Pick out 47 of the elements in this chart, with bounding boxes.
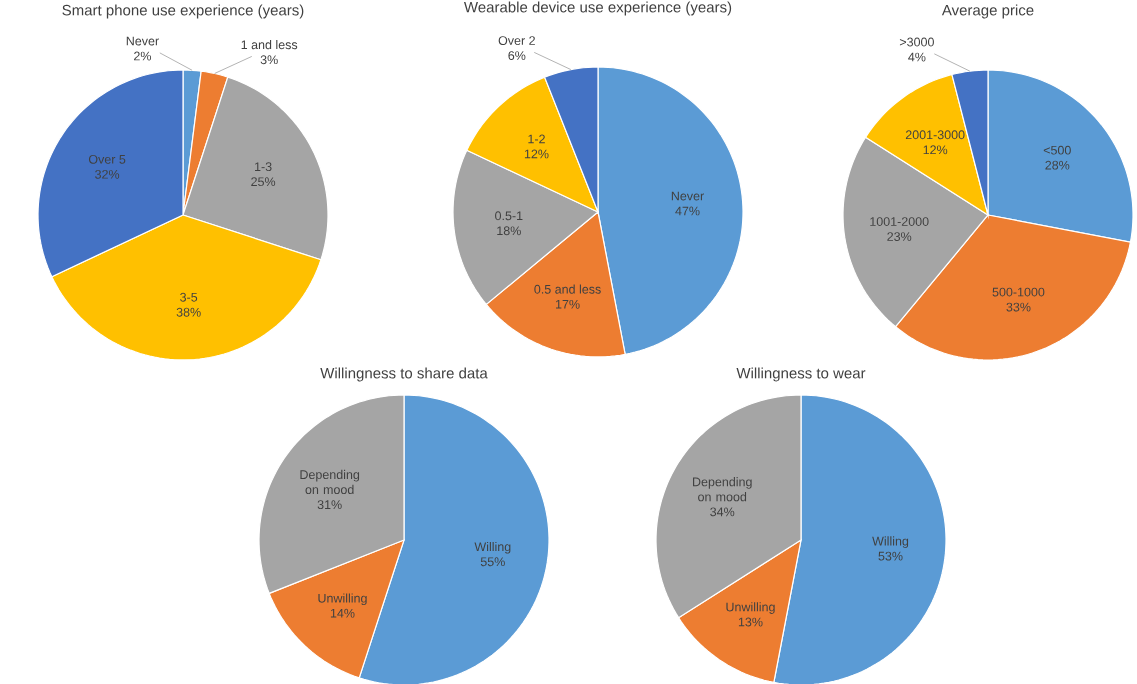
data-label: 23% <box>887 232 912 241</box>
slice-label: Over 2 <box>498 36 535 45</box>
slice-label: >3000 <box>899 37 934 47</box>
data-label: 28% <box>1045 160 1070 170</box>
slice-label: Depending on mood <box>693 477 752 502</box>
slice-label: Never <box>126 36 159 46</box>
data-label: 38% <box>176 307 201 317</box>
slice-label: Depending on mood <box>300 469 360 495</box>
data-label: 6% <box>508 51 526 60</box>
data-label: 47% <box>675 206 700 216</box>
chart-title: Wearable device use experience (years) <box>463 1 732 16</box>
data-label: 53% <box>878 551 903 561</box>
data-label: 32% <box>95 169 120 179</box>
slice-label: 500-1000 <box>992 287 1045 297</box>
data-label: 31% <box>317 500 342 510</box>
slice-label: Unwilling <box>318 593 367 606</box>
chart-title: Smart phone use experience (years) <box>62 4 304 19</box>
slice-label: 1-3 <box>255 162 272 172</box>
slice-label: Never <box>671 191 704 201</box>
slice-label: 3-5 <box>180 292 198 302</box>
slice-label: 0.5-1 <box>495 211 523 221</box>
data-label: 18% <box>497 226 521 236</box>
data-label: 14% <box>330 608 355 618</box>
slice-label: Over 5 <box>88 154 126 164</box>
chart-title: Willingness to share data <box>320 367 488 382</box>
slice-label: Willing <box>872 536 909 548</box>
chart-title: Average price <box>941 4 1034 19</box>
slice-label: 2001-3000 <box>905 130 965 140</box>
data-label: 12% <box>524 149 549 159</box>
slice-label: 1-2 <box>528 134 545 144</box>
slice-label: 1001-2000 <box>870 217 929 226</box>
data-label: 4% <box>908 52 926 62</box>
slice-label: Unwilling <box>726 602 775 614</box>
data-label: 34% <box>710 507 735 517</box>
slice-label: 1 and less <box>241 39 298 50</box>
data-label: 12% <box>923 145 948 155</box>
data-label: 3% <box>260 55 278 65</box>
data-label: 33% <box>1006 302 1031 312</box>
data-label: 25% <box>251 177 276 187</box>
data-label: 2% <box>134 51 152 61</box>
data-label: 17% <box>556 299 580 309</box>
slice-label: Willing <box>474 541 511 554</box>
data-label: 55% <box>480 557 505 567</box>
slice-label: 0.5 and less <box>534 284 601 294</box>
data-label: 13% <box>738 617 763 627</box>
slice-label: <500 <box>1043 145 1071 155</box>
chart-title: Willingness to wear <box>736 367 866 382</box>
